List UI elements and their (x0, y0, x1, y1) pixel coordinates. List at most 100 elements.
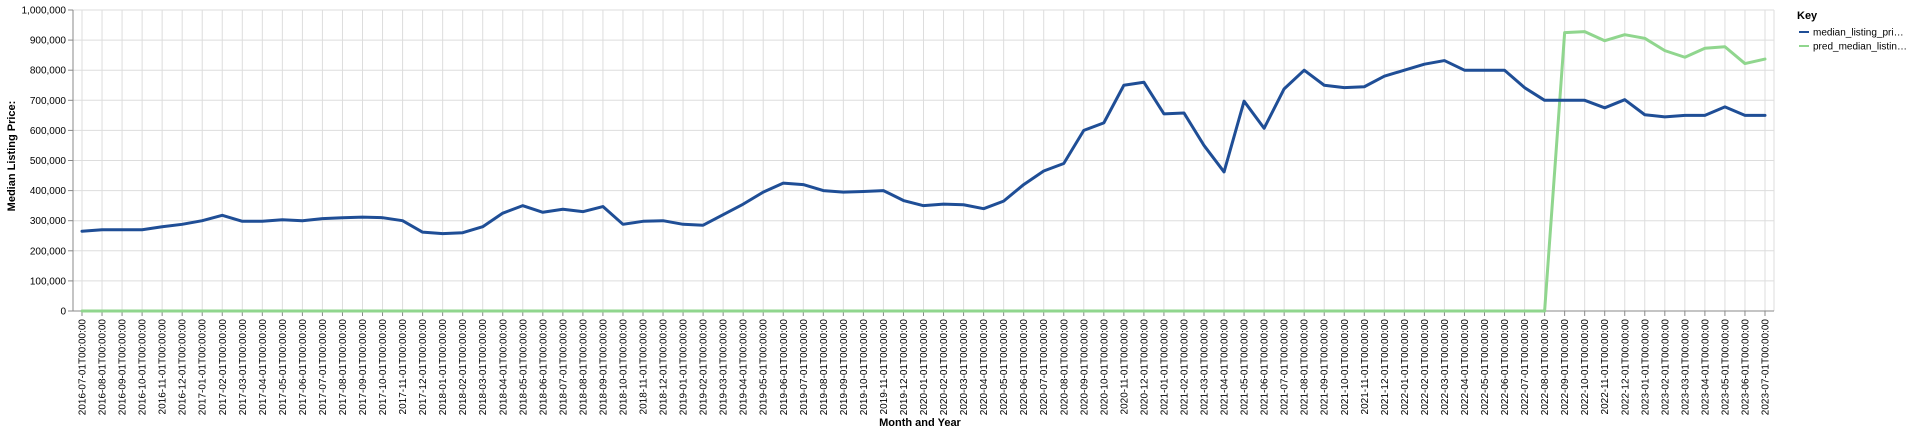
x-tick-label: 2019-05-01T00:00:00 (759, 319, 770, 416)
x-tick-label: 2020-11-01T00:00:00 (1119, 319, 1130, 415)
series-line (80, 30, 1767, 313)
x-tick-label: 2023-07-01T00:00:00 (1761, 319, 1772, 416)
x-tick-label: 2017-01-01T00:00:00 (198, 319, 209, 416)
y-tick-label: 800,000 (30, 66, 67, 77)
x-tick-label: 2019-08-01T00:00:00 (819, 319, 830, 416)
x-tick-label: 2018-09-01T00:00:00 (598, 319, 609, 416)
x-tick-label: 2020-08-01T00:00:00 (1059, 319, 1070, 416)
x-tick-label: 2018-11-01T00:00:00 (639, 319, 650, 415)
x-tick-label: 2019-11-01T00:00:00 (879, 319, 890, 415)
x-tick-label: 2018-08-01T00:00:00 (578, 319, 589, 416)
y-tick-label: 400,000 (30, 186, 67, 197)
x-tick-label: 2017-09-01T00:00:00 (358, 319, 369, 416)
x-tick-label: 2022-11-01T00:00:00 (1600, 319, 1611, 415)
series-line (80, 59, 1767, 236)
x-tick-label: 2017-10-01T00:00:00 (378, 319, 389, 416)
x-tick-label: 2018-10-01T00:00:00 (618, 319, 629, 416)
x-tick-label: 2020-01-01T00:00:00 (919, 319, 930, 416)
x-tick-label: 2021-06-01T00:00:00 (1260, 319, 1271, 416)
x-tick-label: 2021-09-01T00:00:00 (1320, 319, 1331, 416)
x-tick-label: 2021-05-01T00:00:00 (1240, 319, 1251, 416)
x-tick-label: 2018-03-01T00:00:00 (478, 319, 489, 416)
x-tick-label: 2022-10-01T00:00:00 (1580, 319, 1591, 416)
y-tick-label: 900,000 (30, 36, 67, 47)
legend-label: pred_median_listin… (1813, 42, 1907, 53)
x-tick-label: 2020-09-01T00:00:00 (1079, 319, 1090, 416)
x-tick-label: 2018-02-01T00:00:00 (458, 319, 469, 416)
x-tick-label: 2022-08-01T00:00:00 (1540, 319, 1551, 416)
x-tick-label: 2019-07-01T00:00:00 (799, 319, 810, 416)
x-tick-label: 2020-02-01T00:00:00 (939, 319, 950, 416)
x-tick-label: 2021-07-01T00:00:00 (1280, 319, 1291, 416)
x-tick-label: 2023-04-01T00:00:00 (1700, 319, 1711, 416)
y-axis-title: Median Listing Price: (6, 101, 18, 212)
x-tick-label: 2017-02-01T00:00:00 (218, 319, 229, 416)
x-tick-label: 2017-12-01T00:00:00 (418, 319, 429, 416)
y-tick-label: 100,000 (30, 276, 67, 287)
x-tick-label: 2019-12-01T00:00:00 (899, 319, 910, 416)
legend-label: median_listing_pri… (1813, 28, 1904, 39)
x-tick-label: 2019-03-01T00:00:00 (719, 319, 730, 416)
x-tick-label: 2020-05-01T00:00:00 (999, 319, 1010, 416)
y-tick-label: 0 (60, 307, 66, 318)
y-tick-label: 700,000 (30, 96, 67, 107)
x-tick-label: 2019-02-01T00:00:00 (699, 319, 710, 416)
x-tick-label: 2017-03-01T00:00:00 (238, 319, 249, 416)
x-tick-label: 2017-08-01T00:00:00 (338, 319, 349, 416)
x-tick-label: 2023-02-01T00:00:00 (1660, 319, 1671, 416)
legend-items: median_listing_pri… pred_median_listin… (1799, 28, 1907, 53)
y-tick-label: 1,000,000 (22, 6, 67, 17)
x-tick-label: 2017-04-01T00:00:00 (258, 319, 269, 416)
x-tick-label: 2019-09-01T00:00:00 (839, 319, 850, 416)
axes: 0 100,000 200,000 300,000 400,000 500,000 600,… (22, 6, 1774, 416)
x-tick-label: 2020-10-01T00:00:00 (1099, 319, 1110, 416)
x-tick-label: 2022-01-01T00:00:00 (1400, 319, 1411, 416)
x-tick-label: 2016-07-01T00:00:00 (78, 319, 89, 416)
x-tick-label: 2018-12-01T00:00:00 (659, 319, 670, 416)
x-tick-label: 2023-05-01T00:00:00 (1720, 319, 1731, 416)
x-tick-label: 2021-01-01T00:00:00 (1159, 319, 1170, 416)
x-tick-label: 2020-04-01T00:00:00 (979, 319, 990, 416)
x-tick-label: 2021-12-01T00:00:00 (1380, 319, 1391, 416)
x-tick-label: 2020-03-01T00:00:00 (959, 319, 970, 416)
x-tick-label: 2017-05-01T00:00:00 (278, 319, 289, 416)
series-lines (80, 30, 1767, 313)
x-tick-label: 2016-11-01T00:00:00 (158, 319, 169, 415)
x-tick-label: 2022-12-01T00:00:00 (1620, 319, 1631, 416)
x-tick-label: 2022-09-01T00:00:00 (1560, 319, 1571, 416)
legend: Key median_listing_pri… pred_median_listi… (1797, 10, 1907, 53)
y-tick-label: 300,000 (30, 216, 67, 227)
x-tick-label: 2021-02-01T00:00:00 (1179, 319, 1190, 416)
x-tick-label: 2018-05-01T00:00:00 (518, 319, 529, 416)
x-tick-label: 2017-11-01T00:00:00 (398, 319, 409, 415)
x-tick-label: 2022-03-01T00:00:00 (1440, 319, 1451, 416)
x-tick-label: 2021-04-01T00:00:00 (1220, 319, 1231, 416)
x-tick-label: 2017-07-01T00:00:00 (318, 319, 329, 416)
x-tick-label: 2021-10-01T00:00:00 (1340, 319, 1351, 416)
x-tick-label: 2021-03-01T00:00:00 (1200, 319, 1211, 416)
x-tick-label: 2018-01-01T00:00:00 (438, 319, 449, 416)
x-tick-label: 2020-12-01T00:00:00 (1139, 319, 1150, 416)
x-tick-label: 2023-03-01T00:00:00 (1680, 319, 1691, 416)
x-tick-label: 2022-06-01T00:00:00 (1500, 319, 1511, 416)
x-tick-label: 2017-06-01T00:00:00 (298, 319, 309, 416)
x-tick-label: 2019-04-01T00:00:00 (739, 319, 750, 416)
x-tick-label: 2018-04-01T00:00:00 (498, 319, 509, 416)
x-tick-label: 2016-10-01T00:00:00 (138, 319, 149, 416)
x-tick-label: 2020-07-01T00:00:00 (1039, 319, 1050, 416)
x-tick-label: 2023-06-01T00:00:00 (1740, 319, 1751, 416)
y-tick-label: 500,000 (30, 156, 67, 167)
x-tick-label: 2022-04-01T00:00:00 (1460, 319, 1471, 416)
x-tick-label: 2019-01-01T00:00:00 (679, 319, 690, 416)
y-tick-label: 600,000 (30, 126, 67, 137)
x-tick-label: 2022-07-01T00:00:00 (1520, 319, 1531, 416)
x-tick-label: 2021-08-01T00:00:00 (1300, 319, 1311, 416)
x-tick-label: 2020-06-01T00:00:00 (1019, 319, 1030, 416)
x-tick-label: 2016-09-01T00:00:00 (118, 319, 129, 416)
x-tick-label: 2019-06-01T00:00:00 (779, 319, 790, 416)
x-tick-label: 2021-11-01T00:00:00 (1360, 319, 1371, 415)
x-axis-title: Month and Year (879, 417, 961, 429)
x-tick-label: 2018-07-01T00:00:00 (558, 319, 569, 416)
